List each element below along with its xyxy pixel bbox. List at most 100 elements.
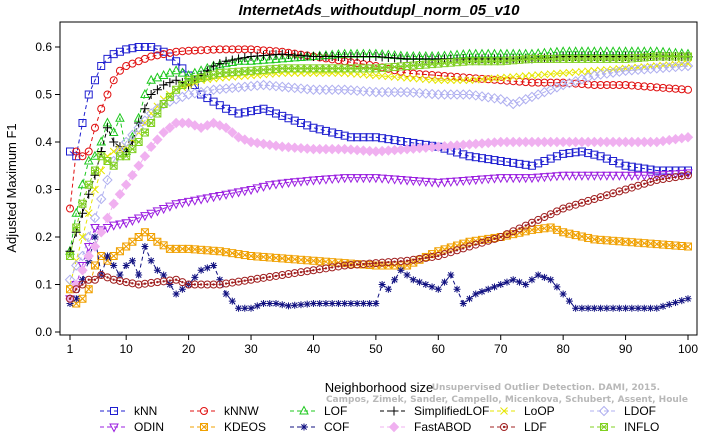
data-point <box>378 72 386 80</box>
x-tick-label: 70 <box>494 342 508 356</box>
data-point <box>308 176 319 186</box>
data-point <box>220 122 232 133</box>
data-point <box>78 152 87 161</box>
x-tick-label: 40 <box>307 342 321 356</box>
data-point <box>371 259 380 268</box>
data-point <box>264 54 275 64</box>
data-point <box>459 300 467 307</box>
data-point <box>321 126 330 135</box>
data-point <box>227 127 238 138</box>
data-point <box>620 171 631 181</box>
data-point <box>439 178 450 188</box>
legend-marker <box>598 405 610 417</box>
data-point <box>84 180 93 189</box>
data-point <box>459 76 468 85</box>
data-point <box>153 266 161 274</box>
data-point <box>315 265 324 274</box>
data-point <box>515 278 523 286</box>
data-point <box>115 276 124 285</box>
data-point <box>471 153 480 162</box>
data-point <box>109 76 118 85</box>
data-point <box>115 220 125 230</box>
data-point <box>483 92 494 103</box>
data-point <box>191 273 199 281</box>
data-point <box>302 83 313 95</box>
legend: kNN kNNW LOF SimplifiedLOF LoOP LDOF ODIN KDEOS… <box>100 404 659 434</box>
data-point <box>684 295 692 303</box>
data-point <box>153 109 162 118</box>
data-point <box>277 141 288 152</box>
data-point <box>272 300 280 307</box>
data-point <box>165 92 174 101</box>
data-point <box>471 74 480 83</box>
data-point <box>607 67 619 78</box>
legend-marker <box>388 421 400 433</box>
data-point <box>415 70 424 79</box>
data-point <box>127 129 138 141</box>
data-point <box>652 83 661 92</box>
data-point <box>547 276 555 284</box>
data-point <box>651 171 662 181</box>
data-point <box>241 304 249 312</box>
series-inflo <box>66 52 692 260</box>
data-point <box>239 55 250 65</box>
data-point <box>634 163 643 172</box>
data-point <box>234 277 243 286</box>
legend-label: LoOP <box>524 404 555 418</box>
data-point <box>147 257 155 265</box>
data-point <box>184 280 193 289</box>
data-point <box>240 276 249 285</box>
legend-marker <box>600 423 608 431</box>
data-point <box>247 304 255 312</box>
data-point <box>109 137 119 147</box>
data-point <box>434 285 442 293</box>
data-point <box>615 304 623 312</box>
data-point <box>396 176 406 186</box>
data-point <box>297 301 305 309</box>
data-point <box>665 84 674 93</box>
data-point <box>546 154 555 163</box>
data-point <box>159 47 168 56</box>
data-point <box>122 45 131 54</box>
data-point <box>365 71 374 79</box>
data-point <box>453 285 461 293</box>
data-point <box>209 45 218 54</box>
data-point <box>420 177 431 187</box>
data-point <box>183 69 194 79</box>
data-point <box>366 300 374 307</box>
data-point <box>440 76 449 85</box>
data-point <box>509 77 518 86</box>
data-point <box>264 139 275 151</box>
data-point <box>128 257 136 265</box>
data-point <box>258 138 269 150</box>
data-point <box>682 132 694 143</box>
data-point <box>96 147 106 156</box>
data-point <box>433 178 444 188</box>
data-point <box>89 241 101 252</box>
data-point <box>140 43 149 51</box>
data-point <box>134 280 143 289</box>
data-point <box>183 197 194 207</box>
data-point <box>534 78 543 87</box>
data-point <box>296 51 306 61</box>
data-point <box>409 74 418 83</box>
data-point <box>203 280 212 289</box>
data-point <box>416 278 424 286</box>
data-point <box>296 268 305 277</box>
data-point <box>295 142 307 154</box>
data-point <box>358 85 369 97</box>
data-point <box>109 50 118 59</box>
data-point <box>234 109 243 118</box>
data-point <box>464 176 475 186</box>
data-point <box>72 223 81 232</box>
data-point <box>489 174 500 184</box>
data-point <box>221 56 231 66</box>
data-point <box>97 104 106 113</box>
data-point <box>90 224 100 234</box>
data-point <box>533 173 544 183</box>
data-point <box>371 133 380 142</box>
data-point <box>497 281 505 288</box>
data-point <box>135 271 143 279</box>
data-point <box>227 55 237 65</box>
data-point <box>108 126 119 136</box>
